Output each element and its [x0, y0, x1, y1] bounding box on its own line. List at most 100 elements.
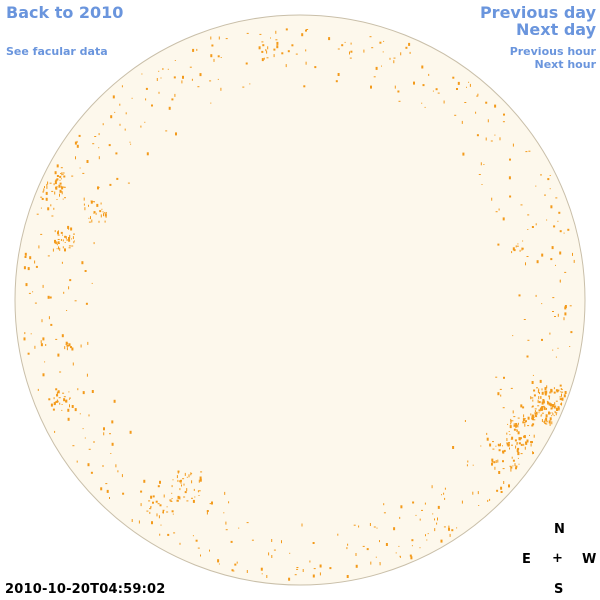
- facula-speck: [548, 395, 551, 397]
- facula-speck: [262, 44, 265, 47]
- previous-hour-link[interactable]: Previous hour: [509, 45, 596, 58]
- facula-speck: [531, 397, 534, 399]
- facula-speck: [220, 57, 222, 58]
- facula-speck: [90, 200, 93, 202]
- facula-speck: [158, 91, 160, 94]
- facula-speck: [93, 441, 95, 443]
- facula-speck: [242, 86, 245, 88]
- facula-speck: [217, 78, 219, 80]
- facula-speck: [558, 408, 560, 411]
- facula-speck: [523, 435, 525, 438]
- facula-speck: [464, 420, 466, 422]
- facula-speck: [485, 137, 487, 141]
- facula-speck: [301, 33, 304, 37]
- facula-speck: [36, 213, 39, 215]
- facula-speck: [513, 416, 516, 418]
- facula-speck: [54, 241, 56, 244]
- facula-speck: [355, 564, 358, 568]
- previous-day-link[interactable]: Previous day: [479, 3, 596, 22]
- facula-speck: [186, 476, 188, 478]
- facula-speck: [539, 407, 542, 411]
- facula-speck: [498, 445, 501, 447]
- facula-speck: [296, 568, 299, 570]
- facula-speck: [502, 121, 505, 123]
- facula-speck: [466, 86, 467, 88]
- facula-speck: [82, 391, 85, 395]
- facula-speck: [27, 267, 30, 271]
- facula-speck: [555, 264, 556, 266]
- facula-speck: [512, 143, 514, 147]
- facula-speck: [59, 175, 62, 178]
- facula-speck: [542, 405, 545, 407]
- facula-speck: [398, 100, 401, 102]
- next-hour-link[interactable]: Next hour: [534, 58, 597, 71]
- facula-speck: [534, 412, 537, 414]
- facula-speck: [145, 98, 147, 101]
- facula-speck: [369, 523, 371, 526]
- facula-speck: [57, 244, 58, 246]
- facula-speck: [66, 239, 68, 241]
- facula-speck: [400, 505, 403, 509]
- facula-speck: [56, 391, 58, 395]
- facula-speck: [559, 279, 561, 283]
- facula-speck: [452, 446, 455, 449]
- facula-speck: [536, 387, 538, 389]
- facula-speck: [74, 141, 77, 145]
- facula-speck: [271, 555, 273, 558]
- facula-speck: [519, 437, 522, 440]
- facula-speck: [60, 185, 62, 188]
- facula-speck: [191, 497, 193, 499]
- facula-speck: [177, 495, 180, 499]
- facula-speck: [44, 186, 45, 189]
- facula-speck: [198, 479, 200, 483]
- facula-speck: [125, 112, 127, 115]
- facula-speck: [513, 423, 515, 426]
- facula-speck: [525, 420, 527, 423]
- facula-speck: [150, 495, 153, 499]
- facula-speck: [517, 447, 520, 450]
- facula-speck: [515, 426, 517, 428]
- facula-speck: [344, 41, 346, 43]
- facula-speck: [54, 230, 56, 233]
- facula-speck: [191, 78, 193, 81]
- facula-speck: [379, 540, 380, 543]
- facula-speck: [518, 294, 521, 297]
- facula-speck: [502, 468, 505, 470]
- facula-speck: [109, 433, 111, 435]
- facula-speck: [167, 533, 170, 536]
- facula-speck: [115, 464, 117, 468]
- facula-speck: [425, 534, 426, 537]
- next-day-link[interactable]: Next day: [516, 20, 596, 39]
- facula-speck: [539, 379, 542, 383]
- facula-speck: [549, 417, 552, 421]
- facula-speck: [66, 347, 68, 351]
- facula-speck: [295, 53, 298, 55]
- back-to-year-link[interactable]: Back to 2010: [6, 3, 124, 22]
- facula-speck: [539, 392, 540, 395]
- facula-speck: [515, 245, 517, 248]
- facula-speck: [489, 498, 491, 501]
- facula-speck: [564, 271, 567, 273]
- facula-speck: [548, 402, 551, 406]
- facula-speck: [497, 243, 500, 246]
- facula-speck: [61, 172, 63, 176]
- facula-speck: [218, 36, 220, 40]
- facula-speck: [435, 88, 438, 91]
- facula-speck: [569, 346, 571, 347]
- see-facular-data-link[interactable]: See facular data: [6, 45, 108, 58]
- facula-speck: [42, 373, 45, 377]
- facula-speck: [81, 261, 84, 265]
- facula-speck: [553, 387, 555, 390]
- facula-speck: [532, 405, 534, 407]
- facula-speck: [82, 428, 84, 430]
- facula-speck: [506, 432, 508, 435]
- facula-speck: [560, 391, 562, 393]
- facula-speck: [98, 147, 100, 149]
- facula-speck: [545, 390, 548, 394]
- facula-speck: [491, 197, 493, 201]
- facula-speck: [102, 211, 104, 213]
- facula-speck: [102, 465, 104, 467]
- facula-speck: [62, 392, 65, 394]
- facula-speck: [58, 184, 61, 188]
- facula-speck: [305, 61, 307, 65]
